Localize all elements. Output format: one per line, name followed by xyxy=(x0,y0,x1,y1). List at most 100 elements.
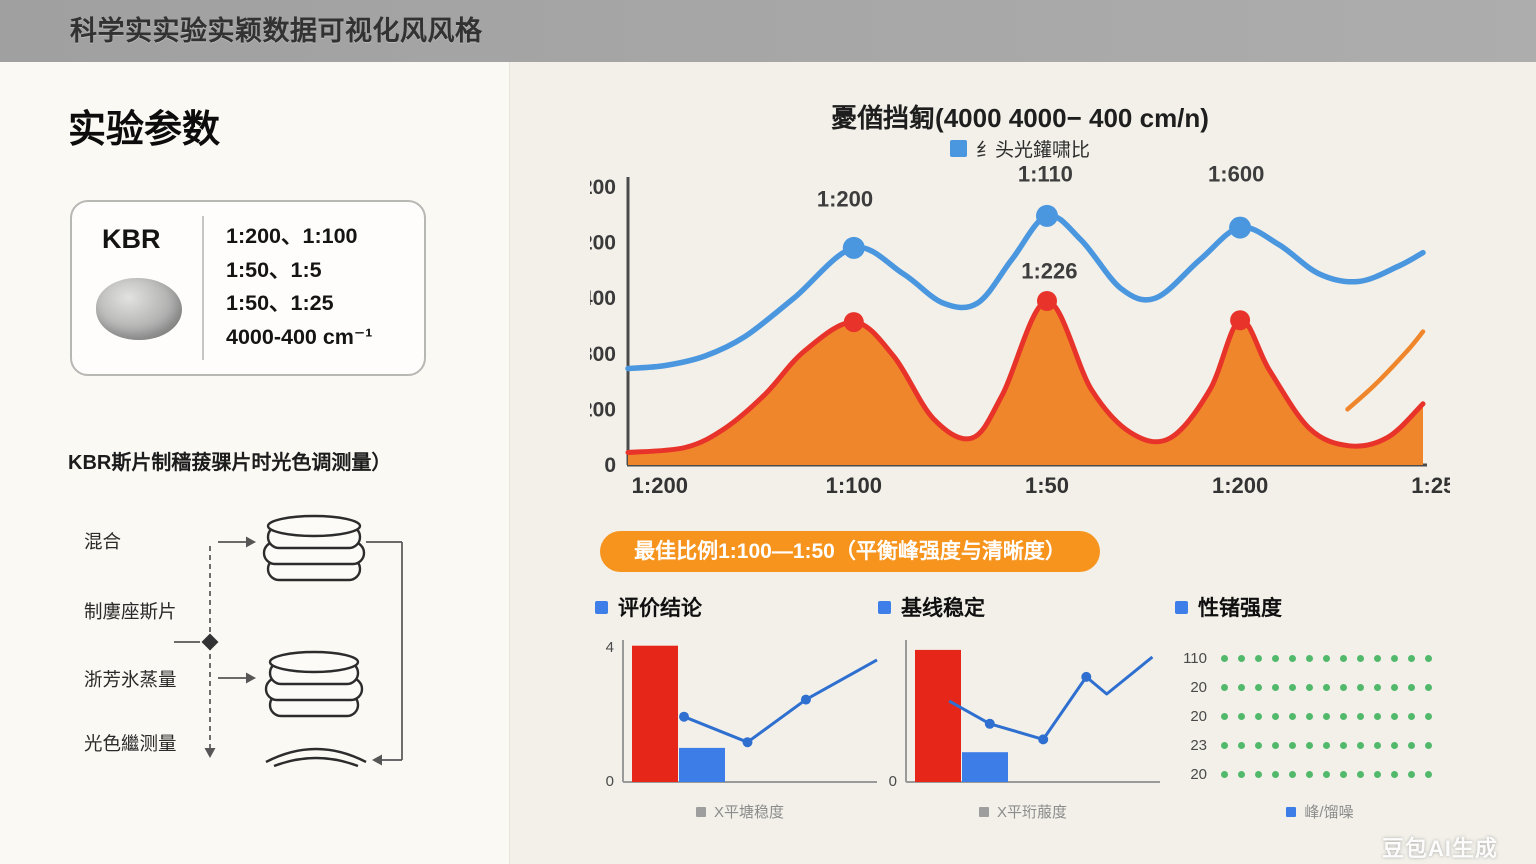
x-legend-label: 峰/馏噪 xyxy=(1304,804,1354,821)
process-flow-diagram: 混合 制廔座斯片 浙芳氷蒸量 光色繼测量 xyxy=(70,502,450,802)
arrow-right-icon xyxy=(246,672,256,684)
parameter-line: 1:200、1:100 xyxy=(226,224,358,248)
left-panel: 实验参数 KBR 1:200、1:100 1:50、1:5 1:50、1:25 … xyxy=(0,62,510,864)
mini-section-header: 基线稳定 xyxy=(878,592,1168,622)
card-divider xyxy=(202,216,204,360)
parameter-line: 1:50、1:25 xyxy=(226,291,334,315)
peak-marker xyxy=(842,236,865,259)
diamond-node-icon xyxy=(201,633,219,651)
y-tick-label: 300 xyxy=(590,343,616,366)
mini-trend-line xyxy=(683,658,878,744)
dot-row-label: 23 xyxy=(1190,737,1207,754)
kbr-pellet-photo xyxy=(96,278,182,340)
dot-grid-row: 110 xyxy=(1175,644,1465,673)
parameter-lines: 1:200、1:100 1:50、1:5 1:50、1:25 4000-400 … xyxy=(226,220,372,354)
baseline-stability-section: 基线稳定 0 X平珩菔度 xyxy=(878,592,1168,822)
flow-step-label: 光色繼测量 xyxy=(84,730,181,756)
mini-x-axis-legend: 峰/馏噪 xyxy=(1175,801,1465,822)
parameter-line: 4000-400 cm⁻¹ xyxy=(226,324,373,349)
spectrum-line-chart: 200 200 400 300 200 0 1:200 1:100 1:50 1:200 1:25 1… xyxy=(590,165,1450,498)
dot-row-dots xyxy=(1221,713,1432,720)
mini-line-dot xyxy=(742,737,753,748)
bullet-square-icon xyxy=(878,600,891,614)
peak-annotation: 1:600 xyxy=(1208,165,1264,186)
chart-title: 憂偤挡匑(4000 4000− 400 cm/n) xyxy=(831,103,1209,133)
process-caption: KBR斯片制穑菝骒片时光色调测量） xyxy=(68,452,392,474)
y-tick-label: 200 xyxy=(590,176,616,199)
mini-section-header: 性锗强度 xyxy=(1175,592,1465,622)
legend-color-swatch xyxy=(949,140,967,157)
dot-row-label: 110 xyxy=(1183,650,1207,667)
x-tick-label: 1:200 xyxy=(1212,473,1268,498)
x-legend-swatch xyxy=(1286,806,1297,817)
top-banner: 科学实实验实颖数据可视化风风格 xyxy=(0,0,1536,62)
peak-marker xyxy=(1037,291,1057,311)
mini-line-dot xyxy=(800,694,811,705)
dot-grid-row: 20 xyxy=(1175,760,1465,789)
arrow-down-icon xyxy=(204,748,216,758)
ai-watermark: 豆包AI生成 xyxy=(1382,836,1499,861)
peak-annotation: 1:200 xyxy=(817,187,873,212)
y-tick-label: 200 xyxy=(590,398,616,421)
mini-line-dot xyxy=(1038,734,1049,745)
kbr-label: KBR xyxy=(102,224,161,254)
mini-bar xyxy=(679,747,725,782)
x-legend-label: X平珩菔度 xyxy=(996,804,1067,821)
x-legend-swatch xyxy=(978,806,989,817)
peak-annotation: 1:226 xyxy=(1021,259,1077,284)
chart-legend: 纟头光鑵啸比 xyxy=(590,135,1450,162)
mini-x-axis-legend: X平塘稳度 xyxy=(595,801,885,822)
dot-grid-row: 20 xyxy=(1175,702,1465,731)
mini-x-axis-legend: X平珩菔度 xyxy=(878,801,1168,822)
x-tick-label: 1:25 xyxy=(1411,473,1450,498)
dot-row-label: 20 xyxy=(1190,766,1207,783)
mini-bar xyxy=(915,649,961,782)
x-tick-label: 1:100 xyxy=(826,473,882,498)
peak-marker xyxy=(1230,310,1251,331)
baseline-bar-line-chart: 0 xyxy=(889,640,1160,790)
mini-section-title: 性锗强度 xyxy=(1198,597,1282,620)
dot-row-dots xyxy=(1221,655,1432,662)
peak-marker xyxy=(1036,204,1058,227)
mini-y-bottom-label: 0 xyxy=(606,773,614,790)
y-tick-label: 400 xyxy=(590,287,616,310)
peak-marker xyxy=(1229,216,1252,239)
y-tick-label: 200 xyxy=(590,232,616,255)
x-tick-label: 1:200 xyxy=(632,473,688,498)
y-tick-label: 0 xyxy=(604,454,616,477)
lens-icon xyxy=(265,747,367,768)
dot-grid-chart: 110 20 20 23 20 xyxy=(1175,644,1465,789)
parameter-line: 1:50、1:5 xyxy=(226,257,322,282)
bullet-square-icon xyxy=(595,600,608,614)
mini-bar xyxy=(632,645,678,782)
peak-annotation: 1:110 xyxy=(1018,165,1073,186)
flow-diagram-art xyxy=(174,514,403,768)
dot-grid-row: 23 xyxy=(1175,731,1465,760)
mini-section-header: 评价结论 xyxy=(595,592,885,622)
mini-y-bottom-label: 0 xyxy=(889,773,897,790)
flow-step-label: 混合 xyxy=(84,528,126,554)
eval-bar-line-chart: 40 xyxy=(606,639,878,790)
dot-row-dots xyxy=(1221,742,1432,749)
pellet-stack-icon xyxy=(262,514,366,582)
dot-row-dots xyxy=(1221,771,1432,778)
mini-line-dot xyxy=(679,711,689,722)
peak-strength-section: 性锗强度 110 20 20 23 20 峰/馏噪 xyxy=(1175,592,1465,822)
dot-row-label: 20 xyxy=(1190,679,1207,696)
peak-marker xyxy=(843,312,864,333)
mini-section-title: 基线稳定 xyxy=(901,597,985,620)
x-legend-label: X平塘稳度 xyxy=(713,804,784,821)
dot-row-dots xyxy=(1221,684,1432,691)
page-header-title: 科学实实验实颖数据可视化风风格 xyxy=(70,16,483,46)
flow-step-label: 制廔座斯片 xyxy=(84,598,181,624)
kbr-parameter-card: KBR 1:200、1:100 1:50、1:5 1:50、1:25 4000-… xyxy=(70,200,426,376)
mini-y-top-label: 4 xyxy=(606,639,614,656)
mini-line-dot xyxy=(984,718,995,729)
experiment-params-title: 实验参数 xyxy=(68,109,221,151)
mini-bar xyxy=(962,752,1008,782)
dot-row-label: 20 xyxy=(1190,708,1207,725)
mini-line-dot xyxy=(1081,671,1092,682)
bullet-square-icon xyxy=(1175,600,1188,614)
x-tick-label: 1:50 xyxy=(1025,473,1069,498)
